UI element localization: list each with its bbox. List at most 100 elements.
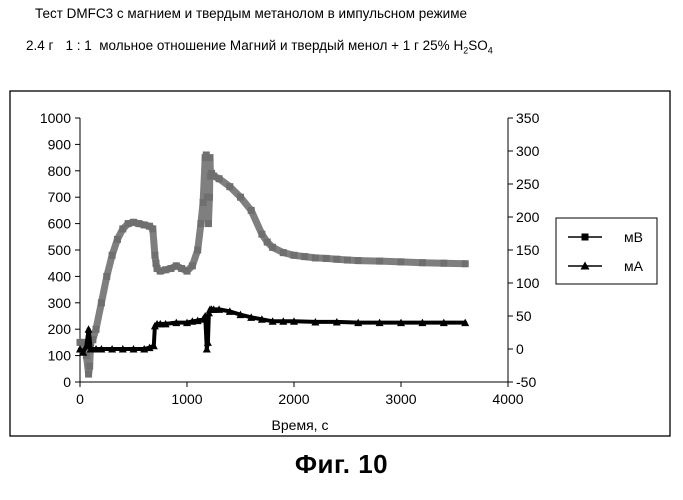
series-mv-point (178, 264, 186, 272)
series-mv-point (202, 151, 210, 159)
series-ma-line (78, 307, 468, 355)
series-ma-point (82, 341, 91, 350)
series-mv-point (333, 255, 341, 263)
series-mv-point (205, 193, 213, 201)
legend-box (555, 217, 658, 285)
series-mv-point (354, 257, 362, 265)
series-mv-point (376, 257, 384, 265)
series-ma-point (375, 318, 384, 327)
series-mv-point (263, 238, 271, 246)
series-ma-point (311, 317, 320, 326)
series-ma-point (129, 345, 138, 353)
series-mv-point (210, 172, 218, 180)
series-mv-point (301, 253, 309, 261)
x-tick-label: 4000 (492, 391, 523, 407)
series-ma-point (161, 319, 170, 328)
series-mv-point (199, 198, 207, 206)
x-axis-label: Время, с (272, 417, 329, 433)
series-mv-point (188, 262, 196, 270)
y-right-tick-label: 350 (516, 110, 540, 126)
series-mv-point (86, 362, 94, 370)
y-right-axis-ticks: -50 0 50 100 150 200 250 300 350 (508, 110, 540, 390)
y-left-tick-label: 900 (48, 136, 72, 152)
legend-label-mv: мВ (624, 229, 643, 245)
series-ma-point (439, 318, 448, 327)
series-mv-point (204, 220, 212, 228)
series-mv-point (149, 225, 157, 233)
series-mv-point (79, 338, 87, 346)
series-mv-point (206, 154, 214, 162)
series-mv-point (108, 251, 116, 259)
y-left-tick-label: 300 (48, 295, 72, 311)
y-right-tick-label: 50 (516, 308, 532, 324)
series-ma-point (461, 318, 470, 327)
legend-marker-triangle (580, 261, 590, 270)
series-ma-point (92, 345, 101, 353)
series-mv-point (162, 266, 170, 274)
subtitle-ratio: 1 : 1 (65, 38, 92, 53)
series-ma-point (332, 317, 341, 326)
subtitle-subscript-4: 4 (487, 45, 493, 56)
series-ma-point (118, 345, 127, 353)
series-mv-point (237, 193, 244, 201)
figure-caption: Фиг. 10 (294, 449, 389, 479)
series-mv-point (279, 249, 287, 257)
series-mv-point (247, 206, 255, 214)
series-ma-point (397, 318, 405, 327)
y-right-tick-label: 100 (516, 275, 540, 291)
y-left-axis-ticks: 0 100 200 300 400 500 600 700 800 900 1000 (40, 110, 80, 390)
legend: мВ мА (555, 217, 658, 285)
series-mv-point (194, 246, 202, 254)
y-right-tick-label: 150 (516, 242, 540, 258)
series-mv-point (119, 225, 127, 233)
chart-frame (9, 90, 671, 437)
series-mv-point (258, 230, 266, 238)
series-ma-point (209, 305, 218, 313)
series-ma-point (86, 345, 95, 353)
series-mv-point (197, 220, 205, 228)
series-mv-point (167, 264, 175, 272)
series-mv-point (135, 220, 143, 228)
y-left-tick-label: 800 (48, 163, 72, 179)
series-mv-point (226, 183, 234, 191)
y-right-tick-label: 200 (516, 209, 540, 225)
series-ma-point (202, 345, 211, 353)
y-left-tick-label: 500 (48, 242, 72, 258)
subtitle-so: SO (468, 38, 488, 53)
x-tick-label: 1000 (171, 391, 202, 407)
y-right-tick-label: 250 (516, 176, 540, 192)
series-mv-point (103, 272, 111, 280)
series-mv-point (124, 220, 132, 228)
series-ma-point (108, 345, 117, 353)
series-ma-point (268, 317, 277, 325)
series-ma-point (215, 305, 224, 313)
y-left-tick-label: 400 (48, 268, 72, 284)
series-ma-point (84, 325, 93, 333)
series-ma-point (418, 318, 427, 327)
series-ma-point (79, 348, 88, 356)
x-axis-ticks: 0 1000 2000 3000 4000 (76, 382, 524, 407)
series-ma-point (247, 313, 256, 321)
series-mv-point (97, 299, 105, 307)
series-mv-line (76, 151, 469, 378)
y-left-tick-label: 100 (48, 348, 72, 364)
chart-title: Тест DMFC3 с магнием и твердым метанолом… (35, 6, 467, 21)
subtitle-mass: 2.4 г (26, 38, 54, 53)
y-left-tick-label: 0 (63, 374, 71, 390)
x-tick-label: 0 (76, 391, 84, 407)
series-mv-point (290, 251, 298, 259)
series-ma-point (145, 343, 154, 352)
series-mv-point (311, 254, 319, 262)
series-mv-point (183, 267, 191, 275)
series-mv-point (85, 370, 93, 378)
series-layer (76, 151, 470, 378)
subtitle-text: мольное отношение Магний и твердый менол… (99, 38, 464, 53)
subtitle-subscript-2: 2 (463, 45, 469, 56)
chart-subtitle: 2.4 г 1 : 1 мольное отношение Магний и тв… (26, 38, 493, 56)
series-ma-point (225, 307, 234, 315)
y-right-tick-label: 0 (516, 341, 524, 357)
series-mv-point (152, 259, 160, 267)
y-right-tick-label: 300 (516, 143, 540, 159)
series-mv-point (140, 221, 148, 229)
series-mv-point (461, 260, 469, 268)
